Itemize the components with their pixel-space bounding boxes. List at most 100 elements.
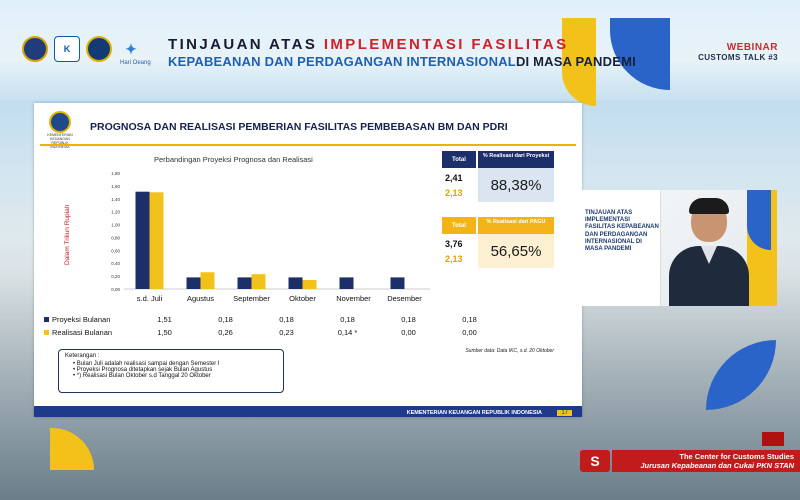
webinar-label: WEBINAR CUSTOMS TALK #3	[698, 42, 778, 62]
stat-percentage: 56,65%	[478, 234, 554, 268]
y-tick-label: 0,40	[111, 261, 120, 266]
table-row-proyeksi: Proyeksi Bulanan 1,51 0,18 0,18 0,18 0,1…	[44, 313, 500, 326]
stat-box-proyeksi: Total % Realisasi dari Proyeksi 2,41 2,1…	[442, 151, 554, 202]
hari-oeang-caption: Hari Oeang	[120, 60, 151, 66]
table-cell: 0,23	[279, 328, 294, 337]
stat-percentage: 88,38%	[478, 168, 554, 202]
x-tick-label: Agustus	[187, 294, 214, 303]
table-cell: 0,14 *	[337, 328, 358, 337]
notes-list: Bulan Juli adalah realisasi sampai denga…	[65, 361, 277, 379]
note-item: *) Realisasi Bulan Oktober s.d Tanggal 2…	[73, 373, 277, 379]
stat-head-pct: % Realisasi dari Proyeksi	[478, 151, 554, 168]
header-logos: K ✦	[22, 36, 144, 62]
y-tick-label: 1,60	[111, 184, 120, 189]
bar-realisasi	[251, 274, 266, 289]
stat-box-header: Total % Realisasi dari Proyeksi	[442, 151, 554, 168]
stat-head-total: Total	[442, 217, 476, 234]
video-poster-text: TINJAUAN ATAS IMPLEMENTASI FASILITAS KEP…	[585, 210, 659, 252]
realisasi-swatch	[44, 330, 49, 335]
note-item: Proyeksi Prognosa ditetapkan sejak Bulan…	[73, 367, 277, 373]
title2-prefix: KEPABEANAN DAN PERDAGANGAN INTERNASIONAL	[168, 54, 516, 69]
bar-proyeksi	[186, 277, 201, 289]
stat-total-pagu: 3,76	[445, 239, 463, 249]
bar-realisasi	[149, 192, 164, 289]
speaker-hair	[689, 198, 729, 214]
series-label: Proyeksi Bulanan	[52, 315, 111, 324]
stat-total-realisasi: 2,13	[445, 254, 463, 265]
kemenkeu-kuat-logo: K	[54, 36, 80, 62]
x-tick-label: s.d. Juli	[137, 294, 163, 303]
table-cell: 0,00	[462, 328, 477, 337]
bar-realisasi	[302, 279, 317, 289]
stat-total-proyeksi: 2,41	[445, 173, 463, 183]
table-cell: 0,18	[401, 315, 416, 324]
speaker-avatar	[669, 198, 749, 306]
y-tick-label: 1,00	[111, 223, 120, 228]
stat-box-header: Total % Realisasi dari PAGU	[442, 217, 554, 234]
notes-box: Keterangan : Bulan Juli adalah realisasi…	[58, 349, 284, 393]
y-tick-label: 1,80	[111, 171, 120, 176]
title1-highlight: IMPLEMENTASI FASILITAS	[323, 36, 569, 53]
table-row-realisasi: Realisasi Bulanan 1,50 0,26 0,23 0,14 * …	[44, 326, 500, 339]
bar-proyeksi	[288, 277, 303, 289]
stat-values: 3,76 2,13	[442, 234, 476, 268]
banner-line2: Jurusan Kepabeanan dan Cukai PKN STAN	[640, 461, 794, 470]
stat-box-body: 3,76 2,13 56,65%	[442, 234, 554, 268]
title2-suffix: DI MASA PANDEMI	[515, 54, 636, 69]
chart-title: Perbandingan Proyeksi Prognosa dan Reali…	[154, 155, 313, 164]
webinar-subtitle: CUSTOMS TALK #3	[698, 53, 778, 62]
table-cell: 0,00	[401, 328, 416, 337]
stat-head-total: Total	[442, 151, 476, 168]
stat-head-pct: % Realisasi dari PAGU	[478, 217, 554, 234]
event-title-line2: KEPABEANAN DAN PERDAGANGAN INTERNASIONAL…	[168, 54, 636, 69]
slide-divider	[40, 144, 576, 146]
chart-data-table: Proyeksi Bulanan 1,51 0,18 0,18 0,18 0,1…	[44, 313, 500, 339]
notes-title: Keterangan :	[65, 353, 100, 359]
series-label: Realisasi Bulanan	[52, 328, 113, 337]
table-cell: 0,18	[218, 315, 233, 324]
x-tick-label: November	[336, 294, 371, 303]
bar-proyeksi	[390, 277, 405, 289]
slide-page-number: 17	[557, 410, 572, 416]
presentation-slide: KEMENTERIAN KEUANGAN REPUBLIK INDONESIA …	[34, 103, 582, 417]
stat-box-body: 2,41 2,13 88,38%	[442, 168, 554, 202]
bar-chart: 0,00 0,20 0,40 0,60 0,80 1,00 1,20 1,40 1,60 1,80…	[111, 171, 430, 303]
event-title-line1: TINJAUAN ATAS IMPLEMENTASI FASILITAS	[168, 36, 569, 53]
y-tick-label: 0,20	[111, 274, 120, 279]
table-cell: 0,26	[218, 328, 233, 337]
slide-logo: KEMENTERIAN KEUANGAN REPUBLIK INDONESIA	[42, 111, 78, 149]
y-tick-label: 1,20	[111, 210, 120, 215]
proyeksi-swatch	[44, 317, 49, 322]
ccs-banner: The Center for Customs Studies Jurusan K…	[612, 450, 800, 472]
y-tick-label: 0,80	[111, 235, 120, 240]
bar-realisasi	[200, 272, 215, 289]
table-cell: 1,51	[157, 315, 172, 324]
chart-ylabel: Dalam Triliun Rupiah	[64, 204, 71, 265]
x-tick-label: Oktober	[289, 294, 316, 303]
series-name-realisasi: Realisasi Bulanan	[44, 328, 134, 337]
stat-values: 2,41 2,13	[442, 168, 476, 202]
note-item: Bulan Juli adalah realisasi sampai denga…	[73, 361, 277, 367]
table-cell: 0,18	[340, 315, 355, 324]
bea-cukai-logo	[86, 36, 112, 62]
table-cell: 0,18	[462, 315, 477, 324]
deco-yellow-bar	[562, 18, 596, 106]
speaker-video: TINJAUAN ATAS IMPLEMENTASI FASILITAS KEP…	[581, 190, 777, 306]
data-source: Sumber data: Data IKC, s.d. 20 Oktober	[465, 348, 554, 354]
kemenkeu-emblem-icon	[49, 111, 71, 133]
slide-footer-text: KEMENTERIAN KEUANGAN REPUBLIK INDONESIA	[406, 410, 542, 416]
series-name-proyeksi: Proyeksi Bulanan	[44, 315, 134, 324]
banner-line1: The Center for Customs Studies	[679, 452, 794, 461]
slide-footer-bar	[34, 406, 582, 417]
stat-box-pagu: Total % Realisasi dari PAGU 3,76 2,13 56…	[442, 217, 554, 268]
ccs-logo-icon: S	[580, 450, 610, 472]
slide-logo-caption: KEMENTERIAN KEUANGAN REPUBLIK INDONESIA	[47, 133, 73, 149]
channel-badge-icon	[762, 432, 784, 446]
video-poster: TINJAUAN ATAS IMPLEMENTASI FASILITAS KEP…	[581, 190, 661, 306]
title1-prefix: TINJAUAN ATAS	[168, 36, 324, 53]
bar-proyeksi	[237, 277, 252, 289]
x-tick-label: September	[233, 294, 270, 303]
table-cell: 1,50	[157, 328, 172, 337]
hari-oeang-logo: ✦	[125, 40, 137, 57]
bar-proyeksi	[135, 191, 150, 289]
